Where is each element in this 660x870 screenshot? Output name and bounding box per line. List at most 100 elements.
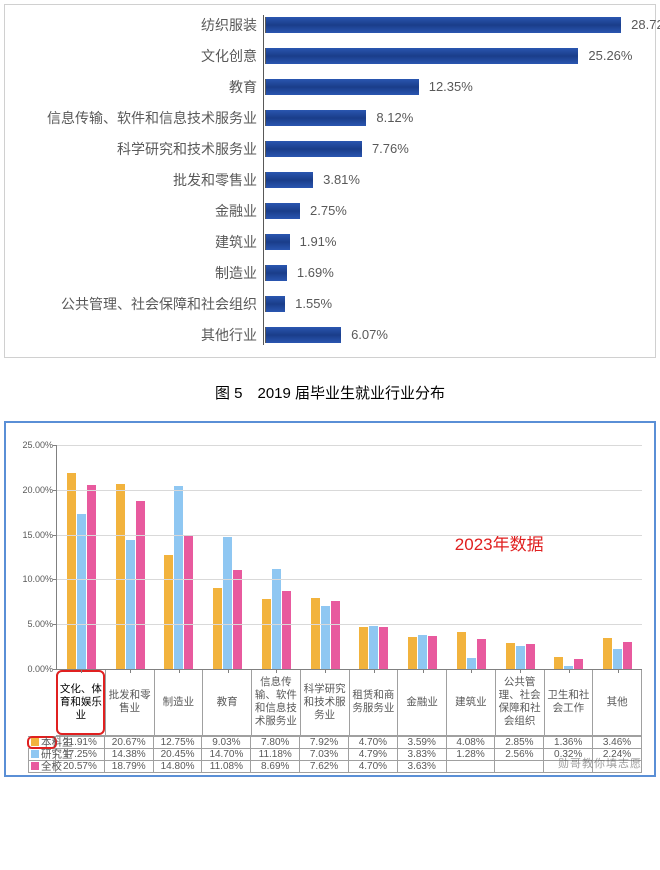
category-label: 建筑业 [15,232,265,252]
legend-value-cell: 8.69% [251,761,300,772]
y-tick-label: 10.00% [13,574,53,584]
category-label: 公共管理、社会保障和社会组织 [15,294,265,314]
bar-area: 25.26% [265,48,637,64]
bar: 1.55% [266,296,285,312]
x-axis-label: 租赁和商务服务业 [349,670,398,735]
value-label: 8.12% [366,110,413,125]
x-axis-label: 公共管理、社会保障和社会组织 [495,670,544,735]
legend-table: 本科生21.91%20.67%12.75%9.03%7.80%7.92%4.70… [28,736,642,773]
legend-value-cell: 4.70% [349,761,398,772]
bar-group [203,445,252,669]
legend-series-name: 全校 [41,759,62,774]
bar: 28.72% [266,17,621,33]
value-label: 28.72% [621,17,660,32]
bar [408,637,417,669]
bar [418,635,427,669]
x-axis-label: 科学研究和技术服务业 [300,670,349,735]
x-axis-label: 金融业 [397,670,446,735]
bar [262,599,271,669]
bar [164,555,173,669]
bar-row: 其他行业6.07% [15,325,637,345]
category-label: 批发和零售业 [15,170,265,190]
bar-area: 1.55% [265,296,637,312]
category-label: 纺织服装 [15,15,265,35]
bar [184,536,193,669]
legend-row: 研究生17.25%14.38%20.45%14.70%11.18%7.03%4.… [28,749,642,761]
chart-2023-grouped: 2023年数据 0.00%5.00%10.00%15.00%20.00%25.0… [4,421,656,777]
bar [613,649,622,669]
bar: 12.35% [266,79,419,95]
legend-values: 21.91%20.67%12.75%9.03%7.80%7.92%4.70%3.… [56,737,642,748]
bar: 3.81% [266,172,313,188]
bar-area: 8.12% [265,110,637,126]
bar-group [155,445,204,669]
legend-value-cell [447,761,496,772]
category-label: 科学研究和技术服务业 [15,139,265,159]
bar-group [57,445,106,669]
x-axis-label: 教育 [202,670,251,735]
legend-value-cell: 3.59% [398,737,447,748]
y-tick-label: 0.00% [13,664,53,674]
bar [467,658,476,669]
value-label: 1.69% [287,265,334,280]
bar: 25.26% [266,48,578,64]
legend-row: 本科生21.91%20.67%12.75%9.03%7.80%7.92%4.70… [28,736,642,749]
value-label: 3.81% [313,172,360,187]
bar-row: 科学研究和技术服务业7.76% [15,139,637,159]
bar [331,601,340,669]
legend-value-cell: 4.70% [349,737,398,748]
grid-line [57,579,642,580]
bar [574,659,583,669]
bar [213,588,222,669]
swatch-cell: 全校 [28,761,56,772]
bar [321,606,330,669]
category-label: 信息传输、软件和信息技术服务业 [15,108,265,128]
legend-value-cell: 2.56% [495,749,544,760]
legend-value-cell: 7.92% [300,737,349,748]
legend-value-cell: 11.18% [251,749,300,760]
bar: 1.91% [266,234,290,250]
bar: 2.75% [266,203,300,219]
bar [516,646,525,669]
plot-area: 2023年数据 0.00%5.00%10.00%15.00%20.00%25.0… [56,445,642,670]
bar-area: 12.35% [265,79,637,95]
legend-swatch [31,762,39,770]
bar-area: 28.72% [265,17,637,33]
bar: 1.69% [266,265,287,281]
bar [506,643,515,669]
grid-line [57,624,642,625]
bar-area: 1.91% [265,234,637,250]
value-label: 1.55% [285,296,332,311]
legend-value-cell: 14.38% [105,749,154,760]
value-label: 1.91% [290,234,337,249]
category-label: 教育 [15,77,265,97]
legend-value-cell: 20.45% [154,749,203,760]
y-tick-label: 15.00% [13,530,53,540]
legend-value-cell: 4.08% [447,737,496,748]
x-axis-label: 批发和零售业 [105,670,154,735]
bar-area: 1.69% [265,265,637,281]
x-axis-labels: 文化、体育和娱乐业批发和零售业制造业教育信息传输、软件和信息技术服务业科学研究和… [56,670,642,736]
bar-row: 制造业1.69% [15,263,637,283]
grid-line [57,445,642,446]
y-tick-label: 25.00% [13,440,53,450]
legend-value-cell: 2.85% [495,737,544,748]
legend-value-cell: 11.08% [202,761,251,772]
bar-group [301,445,350,669]
value-label: 2.75% [300,203,347,218]
bar-row: 教育12.35% [15,77,637,97]
bar-row: 公共管理、社会保障和社会组织1.55% [15,294,637,314]
bar-row: 建筑业1.91% [15,232,637,252]
bar [126,540,135,669]
category-label: 制造业 [15,263,265,283]
bar-group [447,445,496,669]
bar [554,657,563,669]
x-axis-label: 建筑业 [446,670,495,735]
legend-value-cell: 9.03% [202,737,251,748]
legend-series-name: 本科生 [41,735,73,750]
bar-group [545,445,594,669]
bar-group [593,445,642,669]
legend-swatch [31,750,39,758]
legend-value-cell: 7.62% [300,761,349,772]
bar [77,514,86,669]
